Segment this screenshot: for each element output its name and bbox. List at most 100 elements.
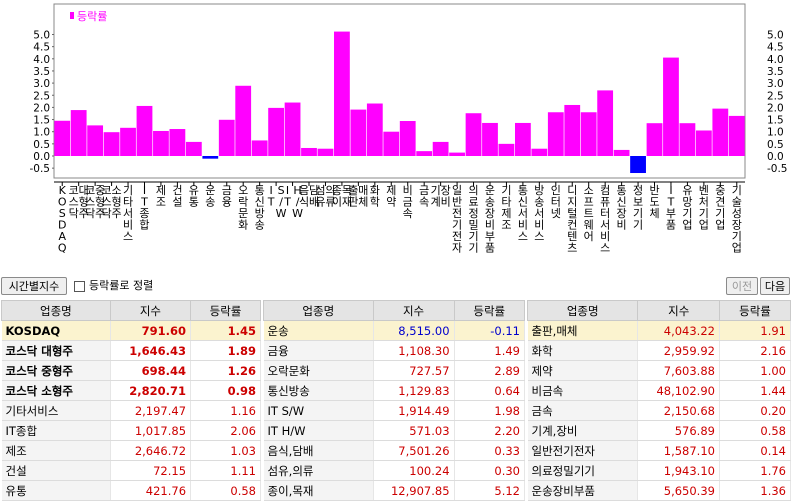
table-header[interactable]: 등락률: [453, 300, 526, 321]
y-tick-left: -0.5: [30, 163, 51, 175]
table-row[interactable]: 코스닥 중형주 698.44 1.26: [1, 360, 261, 381]
table-header[interactable]: 지수: [109, 300, 192, 321]
prev-button[interactable]: 이전: [726, 277, 758, 295]
cell-index: 2,820.71: [110, 380, 192, 401]
cell-index: 1,108.30: [373, 340, 455, 361]
toolbar: 시간별지수 등락률로 정렬 이전 다음: [0, 275, 792, 297]
cell-name: 코스닥 대형주: [1, 340, 111, 361]
cell-index: 1,129.83: [373, 380, 455, 401]
cell-index: 2,150.68: [637, 400, 720, 421]
table-row[interactable]: 기타서비스 2,197.47 1.16: [1, 400, 261, 421]
table-header[interactable]: 지수: [372, 300, 455, 321]
cell-index: 2,646.72: [110, 440, 192, 461]
bar: [268, 107, 285, 156]
table-row[interactable]: 코스닥 소형주 2,820.71 0.98: [1, 380, 261, 401]
y-tick-right: 0.0: [767, 151, 784, 163]
y-tick-left: 0.5: [33, 139, 50, 151]
table-row[interactable]: 제조 2,646.72 1.03: [1, 440, 261, 461]
legend-label: 등락률: [77, 10, 107, 23]
table-row[interactable]: 건설 72.15 1.11: [1, 460, 261, 481]
table-row[interactable]: 코스닥 대형주 1,646.43 1.89: [1, 340, 261, 361]
y-tick-right: 1.5: [767, 115, 784, 127]
period-index-button[interactable]: 시간별지수: [1, 277, 67, 295]
bar: [432, 141, 449, 156]
cell-rate: 1.36: [719, 480, 792, 501]
next-button[interactable]: 다음: [760, 277, 790, 295]
bar: [218, 119, 235, 156]
table-row[interactable]: 제약 7,603.88 1.00: [527, 360, 792, 381]
y-tick-right: 5.0: [767, 30, 784, 42]
cell-index: 4,043.22: [637, 320, 720, 341]
sort-by-rate-option[interactable]: 등락률로 정렬: [74, 278, 153, 294]
table-row[interactable]: 일반전기전자 1,587.10 0.14: [527, 440, 792, 461]
table-row[interactable]: IT S/W 1,914.49 1.98: [263, 400, 526, 421]
cell-rate: 0.58: [719, 420, 792, 441]
bar: [235, 85, 252, 156]
bar: [679, 123, 696, 156]
cell-rate: 1.03: [190, 440, 261, 461]
table-row[interactable]: 운송장비부품 5,650.39 1.36: [527, 480, 792, 501]
table-row[interactable]: 종이,목재 12,907.85 5.12: [263, 480, 526, 501]
sector-table-3: 업종명 지수 등락률 출판,매체 4,043.22 1.91 화학 2,959.92 2.16 제…: [526, 300, 792, 501]
cell-rate: 5.12: [454, 480, 526, 501]
table-header[interactable]: 지수: [637, 300, 720, 321]
table-header[interactable]: 등락률: [718, 300, 792, 321]
table-row[interactable]: 음식,담배 7,501.26 0.33: [263, 440, 526, 461]
bar: [531, 148, 548, 156]
table-row[interactable]: 금융 1,108.30 1.49: [263, 340, 526, 361]
cell-rate: 2.16: [719, 340, 792, 361]
x-tick-label: 기 계장 비: [431, 184, 451, 209]
bar: [416, 151, 433, 156]
table-row[interactable]: 화학 2,959.92 2.16: [527, 340, 792, 361]
bar: [728, 115, 745, 156]
table-row[interactable]: KOSDAQ 791.60 1.45: [1, 320, 261, 341]
table-header[interactable]: 업종명: [1, 300, 111, 321]
x-tick-label: 종 이목 재: [332, 184, 352, 209]
x-tick-label: 코 스 닥대 형 주: [69, 184, 89, 220]
table-row[interactable]: 금속 2,150.68 0.20: [527, 400, 792, 421]
cell-index: 576.89: [637, 420, 720, 441]
cell-name: 비금속: [527, 380, 639, 401]
table-row[interactable]: 의료정밀기기 1,943.10 1.76: [527, 460, 792, 481]
cell-name: 제약: [527, 360, 639, 381]
y-tick-left: 5.0: [33, 30, 50, 42]
table-header[interactable]: 업종명: [263, 300, 374, 321]
cell-rate: 0.64: [454, 380, 526, 401]
table-row[interactable]: IT종합 1,017.85 2.06: [1, 420, 261, 441]
bar: [663, 57, 679, 156]
y-tick-right: -0.5: [767, 163, 788, 175]
table-row[interactable]: 기계,장비 576.89 0.58: [527, 420, 792, 441]
table-row[interactable]: 오락문화 727.57 2.89: [263, 360, 526, 381]
cell-index: 72.15: [110, 460, 192, 481]
y-tick-left: 3.5: [33, 66, 50, 78]
table-header[interactable]: 등락률: [190, 300, 261, 321]
table-row[interactable]: 섬유,의류 100.24 0.30: [263, 460, 526, 481]
table-header[interactable]: 업종명: [526, 300, 639, 321]
table-row[interactable]: 출판,매체 4,043.22 1.91: [527, 320, 792, 341]
y-tick-right: 2.0: [767, 102, 784, 114]
cell-rate: 0.30: [454, 460, 526, 481]
x-tick-label: 출 판매 체: [348, 184, 368, 209]
table-row[interactable]: 운송 8,515.00 -0.11: [263, 320, 526, 341]
cell-rate: 1.26: [190, 360, 261, 381]
y-tick-left: 0.0: [33, 151, 50, 163]
sort-checkbox[interactable]: [74, 280, 85, 292]
cell-rate: 1.44: [719, 380, 792, 401]
table-row[interactable]: 비금속 48,102.90 1.44: [527, 380, 792, 401]
table-row[interactable]: IT H/W 571.03 2.20: [263, 420, 526, 441]
table-row[interactable]: 통신방송 1,129.83 0.64: [263, 380, 526, 401]
table-row[interactable]: 유통 421.76 0.58: [1, 480, 261, 501]
cell-rate: 0.20: [719, 400, 792, 421]
bar: [103, 132, 120, 156]
